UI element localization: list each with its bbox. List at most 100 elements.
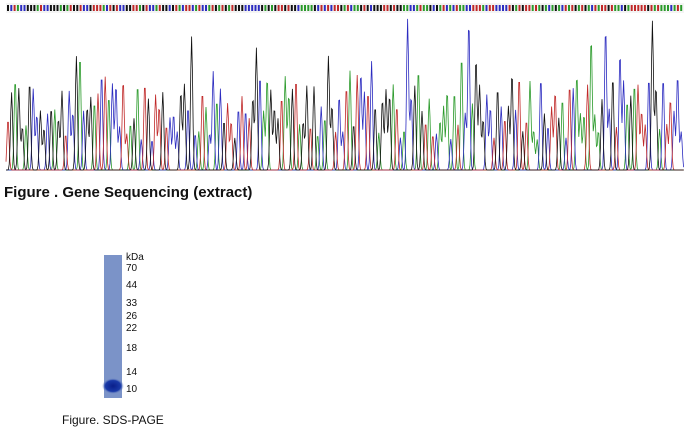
base-call	[162, 5, 165, 11]
base-call	[343, 5, 346, 11]
base-call	[109, 5, 112, 11]
base-call	[198, 5, 201, 11]
base-call	[178, 5, 181, 11]
base-call	[221, 5, 224, 11]
base-call	[10, 5, 13, 11]
base-call	[485, 5, 488, 11]
base-call	[122, 5, 125, 11]
base-call	[211, 5, 214, 11]
base-call	[327, 5, 330, 11]
base-call	[155, 5, 158, 11]
base-call	[452, 5, 455, 11]
base-call	[106, 5, 108, 11]
base-call	[531, 5, 534, 11]
base-call	[360, 5, 363, 11]
base-call	[373, 5, 376, 11]
base-call	[617, 5, 620, 11]
base-call	[16, 5, 19, 11]
base-call	[185, 5, 188, 11]
base-call	[56, 5, 59, 11]
base-call	[511, 5, 514, 11]
base-call	[571, 5, 574, 11]
base-call	[663, 5, 666, 11]
marker-label: 44	[126, 280, 138, 291]
base-call	[158, 5, 161, 11]
base-call	[92, 5, 95, 11]
base-call	[125, 5, 128, 11]
base-call	[634, 5, 636, 11]
base-call	[13, 5, 16, 11]
base-call	[495, 5, 498, 11]
base-call	[353, 5, 356, 11]
base-call	[195, 5, 198, 11]
base-call	[610, 5, 613, 11]
base-call	[135, 5, 138, 11]
base-call	[333, 5, 336, 11]
base-call	[449, 5, 452, 11]
base-call	[379, 5, 382, 11]
marker-label: 70	[126, 263, 138, 274]
base-call	[261, 5, 264, 11]
base-call	[330, 5, 333, 11]
base-call	[300, 5, 303, 11]
base-call	[165, 5, 168, 11]
marker-label: 26	[126, 311, 138, 322]
base-call	[389, 5, 392, 11]
base-call	[271, 5, 273, 11]
base-call	[439, 5, 442, 11]
base-call	[386, 5, 389, 11]
base-call	[406, 5, 409, 11]
base-call	[462, 5, 465, 11]
marker-label: 10	[126, 384, 138, 395]
base-call	[551, 5, 554, 11]
base-call	[290, 5, 293, 11]
base-call	[96, 5, 99, 11]
base-call	[264, 5, 267, 11]
base-call	[142, 5, 145, 11]
base-call	[469, 5, 471, 11]
base-call	[498, 5, 501, 11]
base-call	[119, 5, 122, 11]
base-call	[79, 5, 82, 11]
base-call	[393, 5, 396, 11]
base-call	[594, 5, 597, 11]
base-call	[554, 5, 557, 11]
base-call	[53, 5, 56, 11]
base-call	[304, 5, 306, 11]
base-call	[508, 5, 511, 11]
base-call	[620, 5, 623, 11]
base-call	[66, 5, 69, 11]
base-call	[465, 5, 468, 11]
base-call	[224, 5, 227, 11]
marker-label: 18	[126, 343, 138, 354]
base-call	[525, 5, 528, 11]
base-call	[244, 5, 247, 11]
base-call	[432, 5, 435, 11]
base-call	[317, 5, 320, 11]
base-call	[561, 5, 564, 11]
base-call	[422, 5, 425, 11]
base-call	[191, 5, 194, 11]
gel-lane	[104, 255, 122, 398]
base-call	[26, 5, 29, 11]
base-call	[455, 5, 458, 11]
base-call	[307, 5, 310, 11]
protein-band	[102, 378, 124, 394]
base-call	[518, 5, 521, 11]
base-call	[604, 5, 607, 11]
base-call	[607, 5, 610, 11]
base-call	[416, 5, 419, 11]
base-call	[76, 5, 79, 11]
base-call	[49, 5, 52, 11]
base-call	[653, 5, 656, 11]
base-call	[660, 5, 663, 11]
base-call	[277, 5, 280, 11]
base-call	[535, 5, 537, 11]
base-call	[541, 5, 544, 11]
base-call	[43, 5, 46, 11]
marker-label: 33	[126, 298, 138, 309]
base-call	[614, 5, 617, 11]
base-call	[46, 5, 49, 11]
base-call	[403, 5, 405, 11]
